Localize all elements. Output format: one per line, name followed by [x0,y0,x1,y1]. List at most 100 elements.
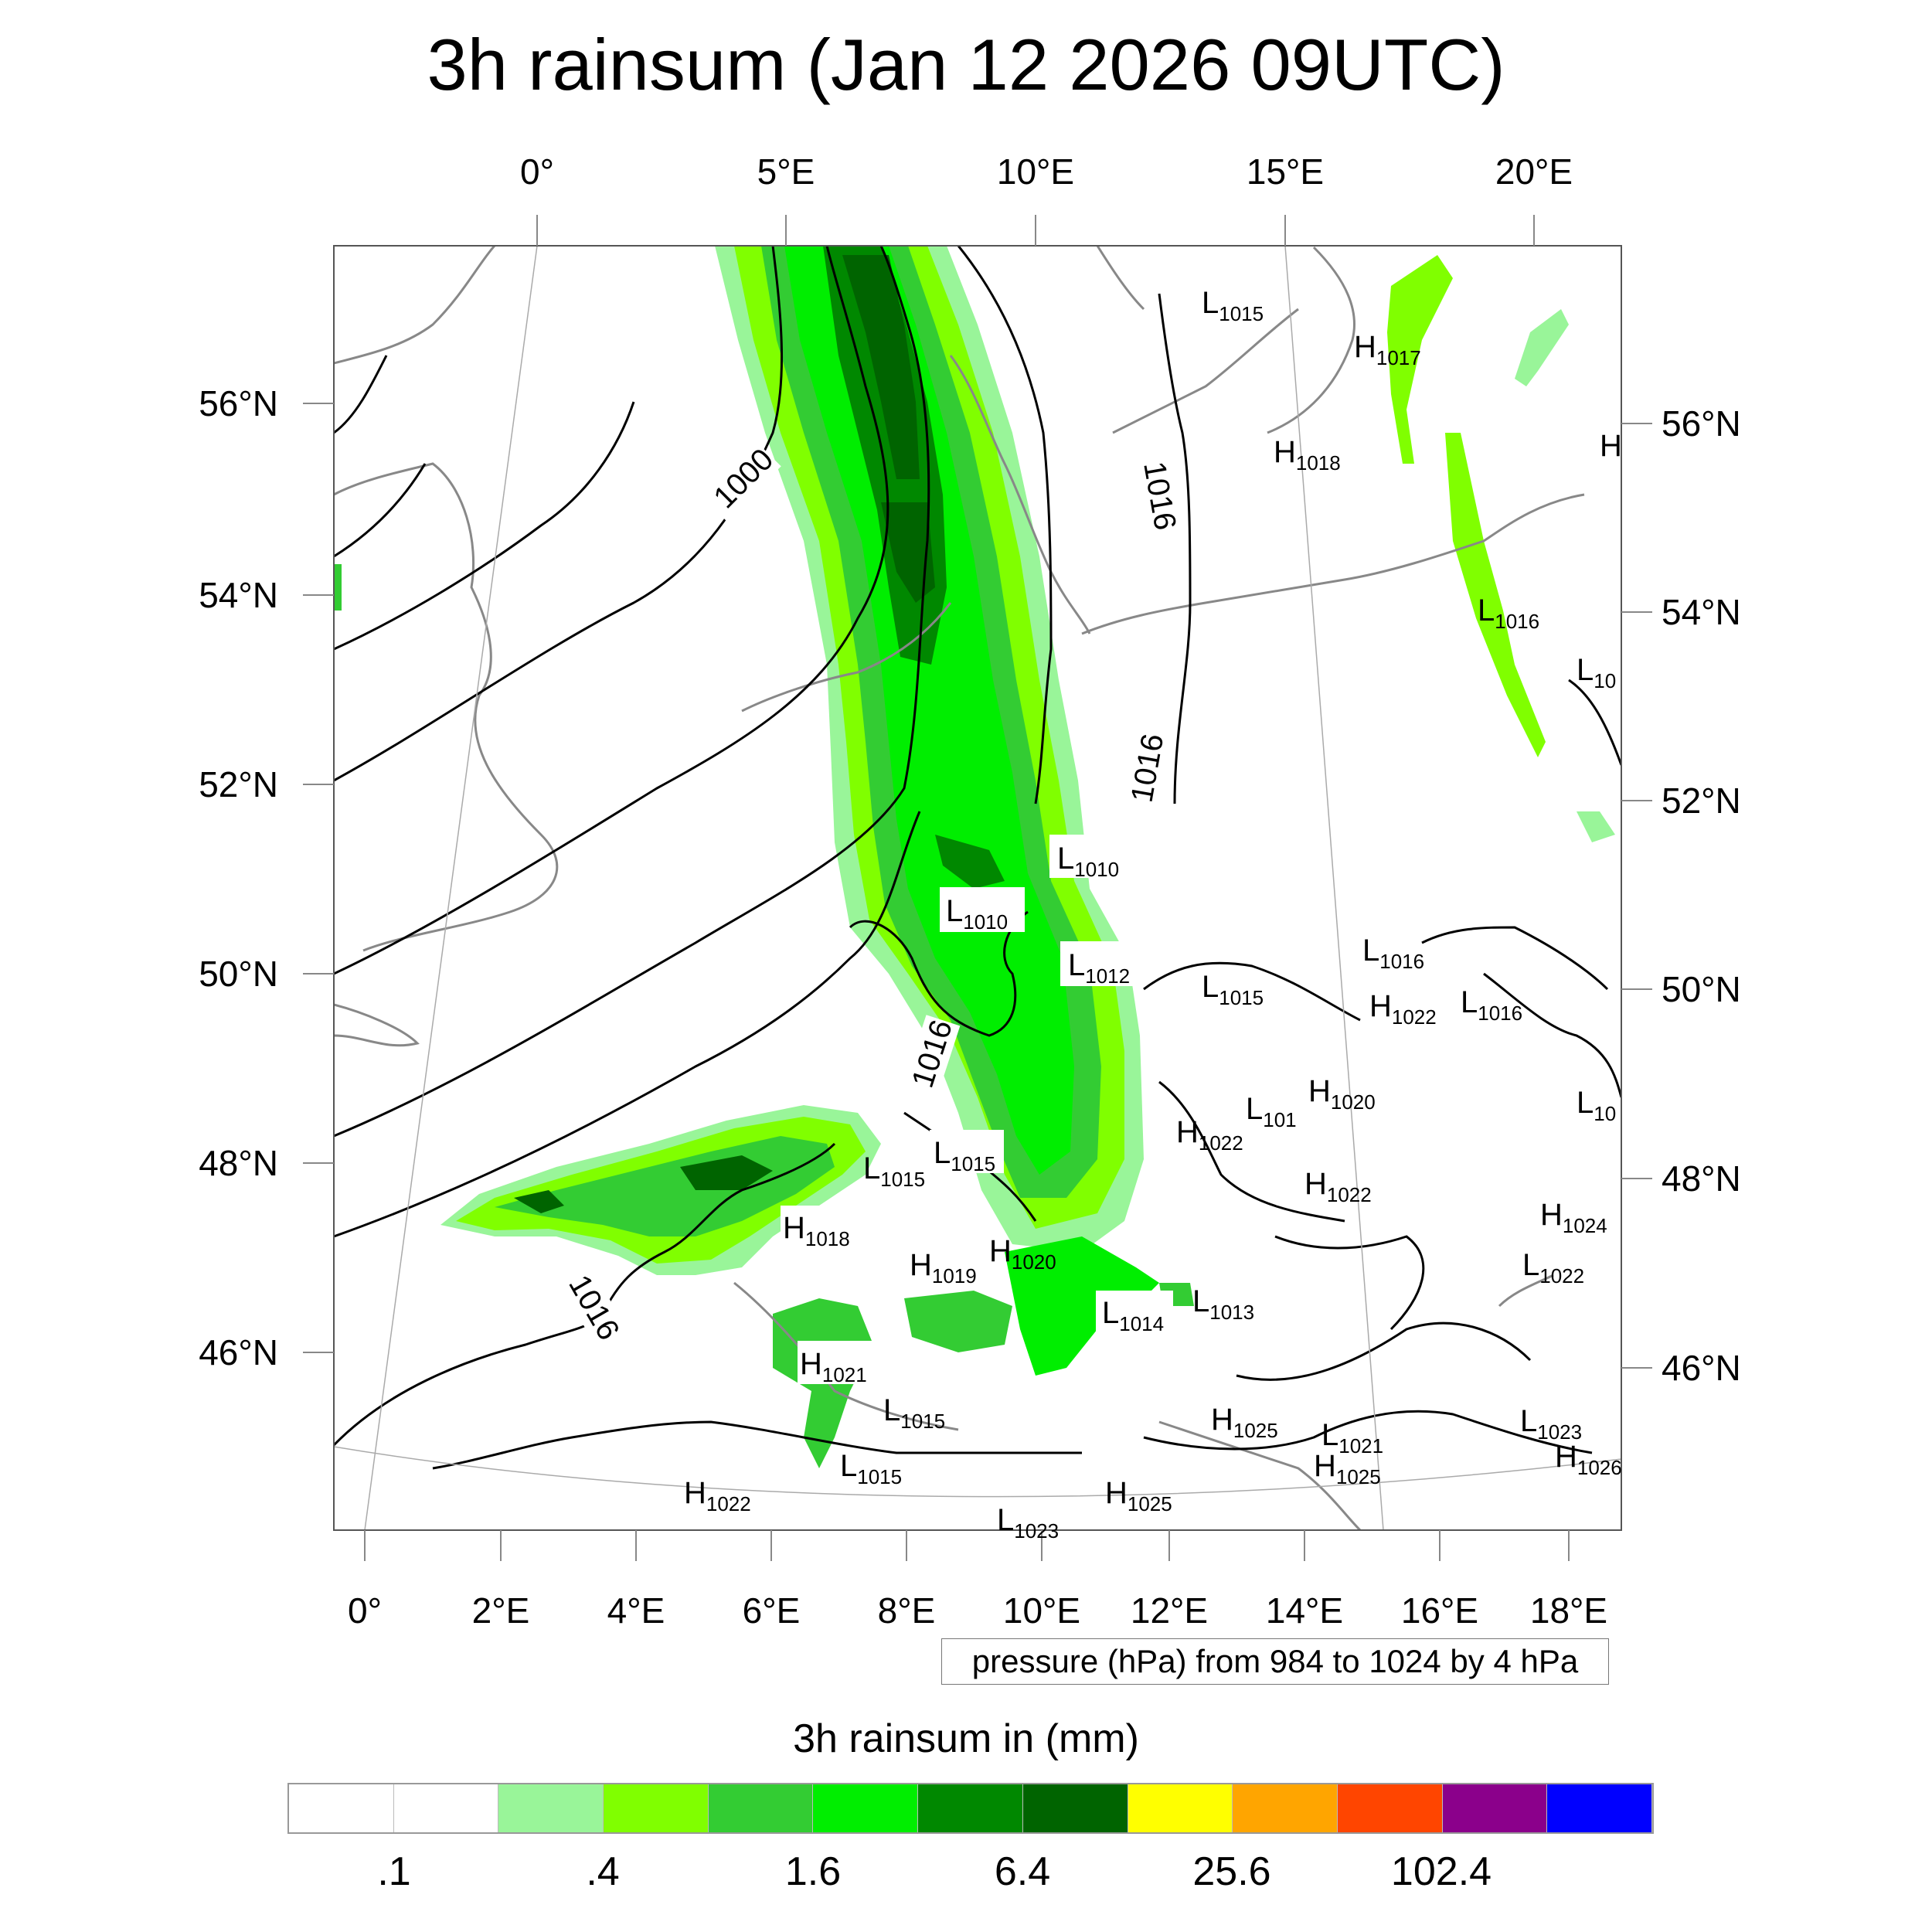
rain-area-east-streak-2 [1515,309,1569,386]
pressure-center: L101 [1246,1092,1297,1131]
pressure-center: H [1600,429,1622,463]
rain-area-west-dot [334,564,342,611]
lon-label-top: 0° [520,151,554,192]
lat-label-right: 48°N [1662,1158,1741,1199]
svg-text:L1012: L1012 [1068,948,1130,988]
lat-label-right: 52°N [1662,781,1741,821]
pressure-center: H1026 [1555,1440,1622,1479]
pressure-center-box: H1021 [798,1341,881,1386]
lat-label-left: 56°N [199,383,278,423]
svg-text:H1018: H1018 [783,1211,850,1250]
pressure-center: H1024 [1540,1198,1607,1237]
lon-labels-top: 0° 5°E 10°E 15°E 20°E [520,151,1573,192]
svg-text:L1010: L1010 [946,894,1008,934]
pressure-centers: L1015 H1017 H1018 L1016 L10 L1010 L1010 … [684,286,1622,1543]
lon-label-bottom: 10°E [1003,1590,1080,1631]
rain-area-east-streak-4 [1577,811,1615,842]
colorbar-label: 1.6 [784,1849,842,1894]
pressure-center-box: L1015 [930,1130,1004,1175]
ticks-left [303,403,334,1353]
pressure-center: L10 [1577,1086,1616,1125]
lat-label-left: 54°N [199,575,278,615]
colorbar-title: 3h rainsum in (mm) [793,1716,1139,1761]
pressure-center: L1016 [1461,985,1522,1025]
pressure-center: L1013 [1192,1284,1254,1324]
rain-area-east-streak-3 [1445,433,1546,757]
lat-label-left: 52°N [199,764,278,804]
svg-text:H1021: H1021 [800,1347,867,1386]
pressure-center: L1016 [1478,594,1539,633]
pressure-center: L1015 [840,1449,902,1488]
lon-label-bottom: 6°E [743,1590,801,1631]
colorbar-label: 25.6 [1192,1849,1271,1894]
lon-label-bottom: 18°E [1530,1590,1607,1631]
lon-label-bottom: 12°E [1131,1590,1208,1631]
pressure-center: L1022 [1522,1248,1584,1287]
colorbar-label: .4 [586,1849,620,1894]
lon-label-bottom: 8°E [878,1590,936,1631]
pressure-center-box: L1014 [1096,1291,1173,1335]
colorbar-swatch [1547,1784,1652,1832]
lat-labels-left: 56°N 54°N 52°N 50°N 48°N 46°N [199,383,278,1372]
lat-label-left: 46°N [199,1332,278,1372]
map-title: 3h rainsum (Jan 12 2026 09UTC) [427,24,1505,105]
pressure-center-box: L1010 [940,887,1025,934]
colorbar [287,1783,1654,1834]
svg-text:L1015: L1015 [934,1136,995,1175]
ticks-right [1621,423,1652,1369]
pressure-center: H1020 [989,1234,1056,1274]
svg-text:L1010: L1010 [1057,842,1119,881]
contour-note: pressure (hPa) from 984 to 1024 by 4 hPa [941,1638,1609,1685]
pressure-center: L1023 [997,1503,1059,1543]
pressure-center: H1020 [1308,1074,1376,1114]
colorbar-swatch [1022,1784,1128,1832]
pressure-center: L1015 [863,1151,925,1191]
rain-area-main-bright [784,246,1074,1175]
lat-label-left: 48°N [199,1143,278,1183]
colorbar-swatch [393,1784,499,1832]
rain-area-dark-core-3 [935,835,1005,889]
colorbar-label: 6.4 [994,1849,1051,1894]
pressure-center: H1025 [1105,1476,1172,1515]
lon-label-top: 10°E [997,151,1074,192]
lon-label-bottom: 16°E [1401,1590,1478,1631]
lat-label-right: 54°N [1662,592,1741,632]
colorbar-swatch [813,1784,919,1832]
colorbar-swatch [1128,1784,1233,1832]
pressure-center: H1022 [1176,1115,1243,1155]
graticule [334,246,1621,1530]
colorbar-swatch [708,1784,814,1832]
lon-label-top: 5°E [757,151,815,192]
pressure-center-box: L1010 [1049,835,1134,881]
isobars [334,246,1621,1470]
pressure-center: L1015 [883,1393,945,1433]
pressure-center: L1023 [1520,1404,1582,1444]
colorbar-swatch [1233,1784,1338,1832]
lon-label-bottom: 0° [348,1590,382,1631]
rain-area-west-dark [514,1155,773,1213]
colorbar-label: .1 [377,1849,411,1894]
lon-label-bottom: 2°E [472,1590,530,1631]
lon-label-top: 15°E [1247,151,1324,192]
pressure-center: H1018 [1274,435,1341,474]
lon-label-top: 20°E [1495,151,1573,192]
lat-labels-right: 56°N 54°N 52°N 50°N 48°N 46°N [1662,403,1741,1388]
lon-labels-bottom: 0° 2°E 4°E 6°E 8°E 10°E 12°E 14°E 16°E 1… [348,1590,1607,1631]
colorbar-swatch [604,1784,709,1832]
pressure-center: H1022 [1304,1167,1372,1206]
colorbar-label: 102.4 [1390,1849,1492,1894]
rain-area-alps-3 [1005,1236,1159,1376]
rain-area-dark-core-2 [881,502,935,603]
pressure-center-box: L1012 [1060,941,1145,988]
colorbar-swatch [1442,1784,1548,1832]
pressure-center: H1019 [910,1248,977,1287]
lat-label-right: 50°N [1662,969,1741,1009]
rain-area-main-darker [842,255,920,479]
pressure-center: H1017 [1354,330,1421,369]
pressure-center: L1016 [1362,934,1424,973]
pressure-center: H1022 [1369,989,1437,1029]
lat-label-right: 46°N [1662,1348,1741,1388]
pressure-center: L1015 [1202,286,1264,325]
lat-label-left: 50°N [199,954,278,994]
